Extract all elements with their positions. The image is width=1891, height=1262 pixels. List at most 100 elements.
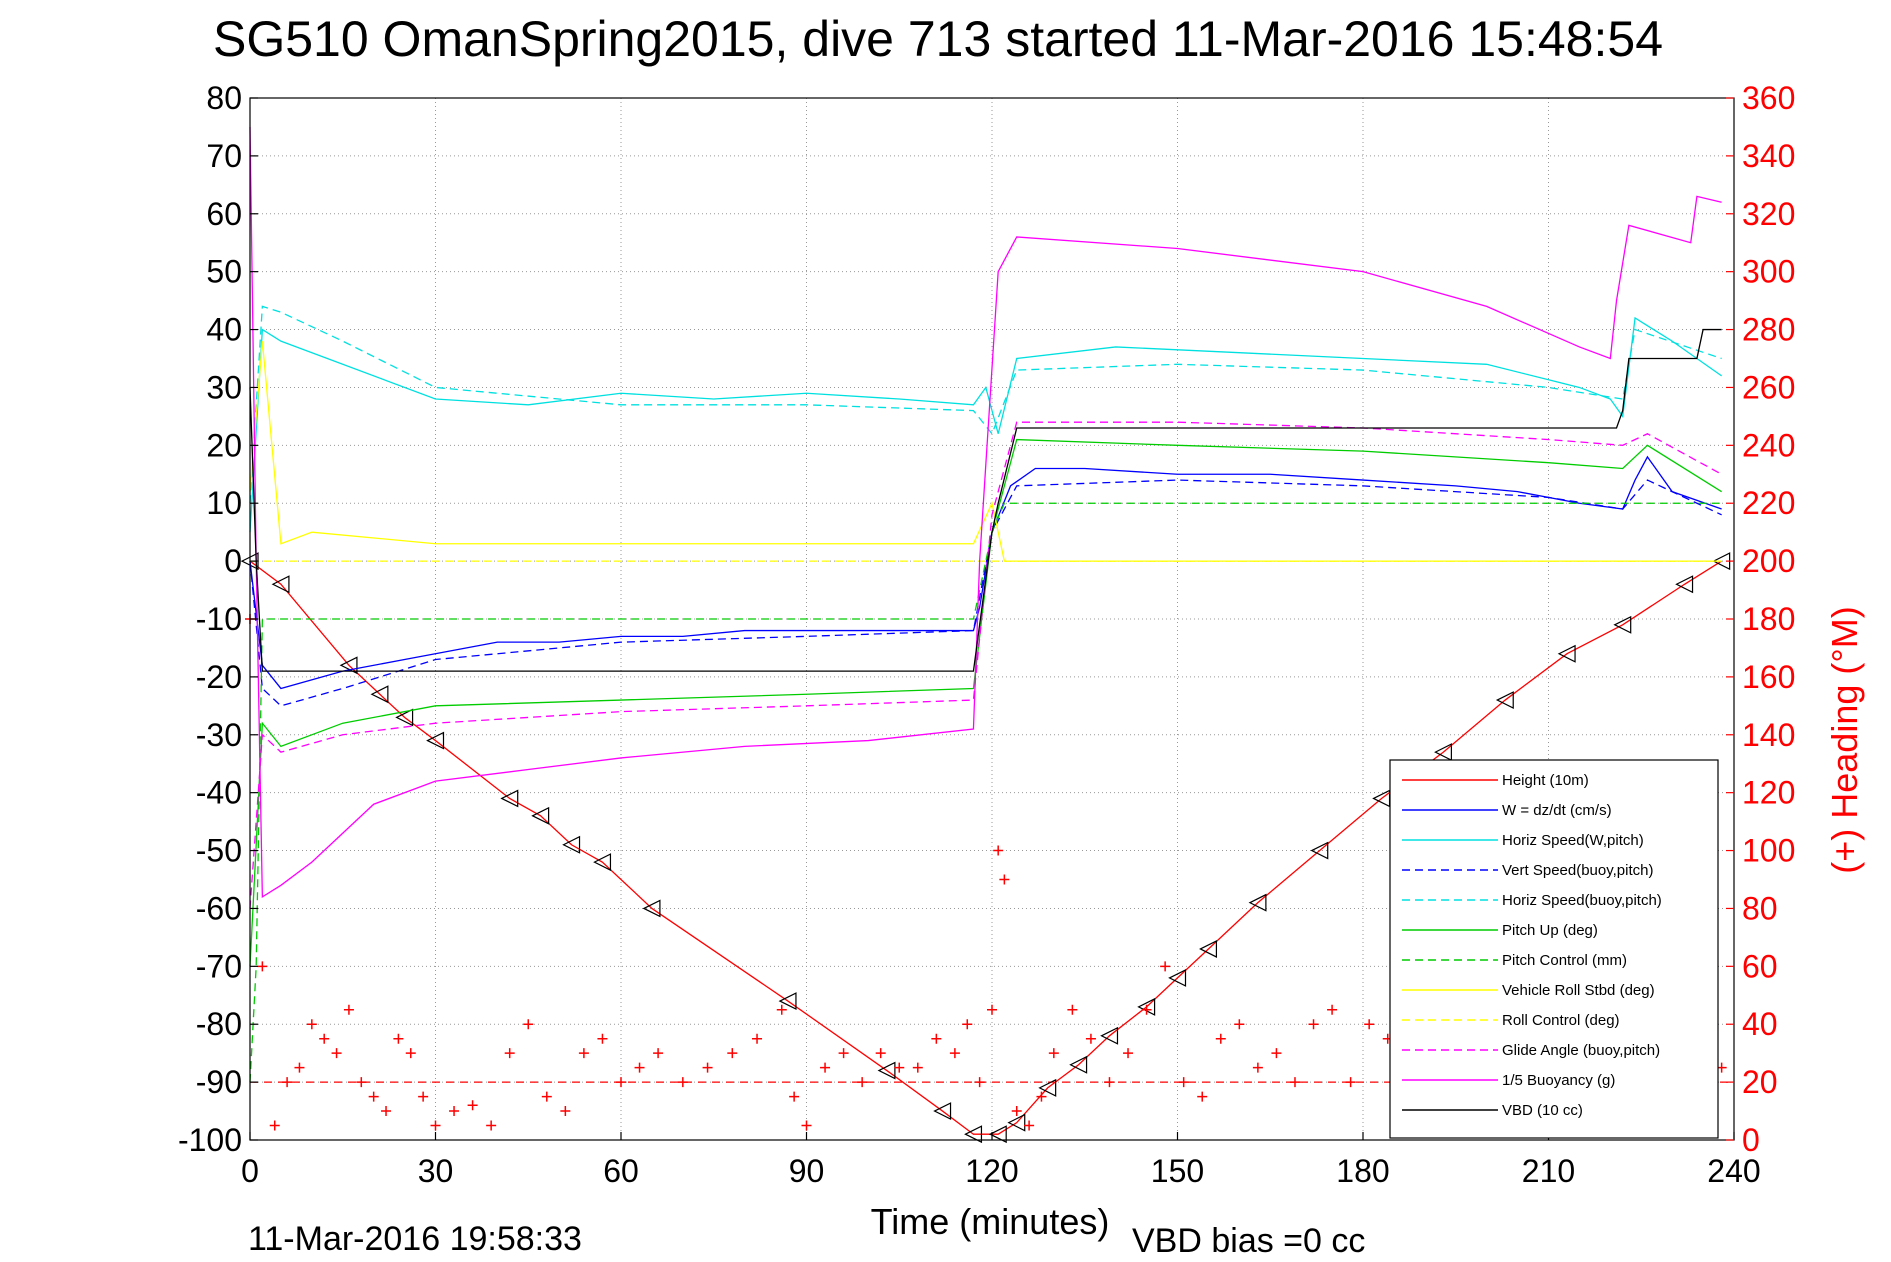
chart-title: SG510 OmanSpring2015, dive 713 started 1…: [213, 11, 1663, 67]
y2-tick-label: 160: [1742, 659, 1795, 695]
y2-tick-label: 200: [1742, 543, 1795, 579]
y2-tick-label: 180: [1742, 601, 1795, 637]
series-horiz-speed-buoy-pitch: [249, 305, 1722, 504]
heading-point: [343, 1004, 354, 1015]
depth-marker: [1038, 1078, 1057, 1097]
depth-marker: [531, 806, 550, 825]
y-tick-label: -10: [196, 601, 242, 637]
series-line: [249, 455, 1722, 690]
series-vehicle-roll-stbd-deg: [249, 341, 1722, 562]
x-axis: 0 30 60 90 120 150 180 210 240: [241, 1132, 1761, 1189]
footer-vbd-bias: VBD bias =0 cc: [1132, 1222, 1365, 1260]
depth-marker: [1495, 691, 1514, 710]
y2-axis-label: (+) Heading (°M): [1824, 606, 1865, 873]
heading-point: [931, 1033, 942, 1044]
heading-point: [467, 1100, 478, 1111]
y2-tick-label: 280: [1742, 312, 1795, 348]
series-1-5-buoyancy-g: [249, 126, 1722, 899]
y-tick-label: -20: [196, 659, 242, 695]
heading-point: [1178, 1077, 1189, 1088]
heading-point: [1036, 1091, 1047, 1102]
y2-tick-label: 320: [1742, 196, 1795, 232]
y-tick-label: -100: [178, 1122, 242, 1158]
depth-marker: [370, 685, 389, 704]
heading-point: [504, 1048, 515, 1059]
series-line: [249, 305, 1722, 504]
depth-marker: [562, 835, 581, 854]
heading-point: [677, 1077, 688, 1088]
heading-point: [1141, 1004, 1152, 1015]
heading-point: [857, 1077, 868, 1088]
depth-marker: [778, 992, 797, 1011]
y2-tick-label: 260: [1742, 369, 1795, 405]
y-axis-left: 80 70 60 50 40 30 20 10 0 -10 -20 -30 -40 -50 -60 -70 -8…: [178, 80, 258, 1158]
heading-point: [368, 1091, 379, 1102]
heading-point: [1024, 1120, 1035, 1131]
depth-marker: [1100, 1026, 1119, 1045]
heading-point: [486, 1120, 497, 1131]
y-tick-label: -50: [196, 833, 242, 869]
legend-entry-label: 1/5 Buoyancy (g): [1502, 1072, 1615, 1089]
depth-marker: [395, 708, 414, 727]
heading-point: [838, 1048, 849, 1059]
series-w-dz-dt-cm-s: [249, 455, 1722, 690]
heading-point: [418, 1091, 429, 1102]
heading-point: [1011, 1106, 1022, 1117]
legend: Height (10m) W = dz/dt (cm/s) Horiz Speed(…: [1389, 759, 1719, 1139]
x-tick-label: 150: [1151, 1153, 1204, 1189]
heading-point: [752, 1033, 763, 1044]
y2-tick-label: 80: [1742, 890, 1778, 926]
y2-tick-label: 360: [1742, 80, 1795, 116]
depth-marker: [964, 1125, 983, 1144]
heading-point: [1197, 1091, 1208, 1102]
depth-marker: [642, 899, 661, 918]
y-tick-label: 80: [206, 80, 242, 116]
y2-tick-label: 220: [1742, 485, 1795, 521]
heading-point: [949, 1048, 960, 1059]
heading-point: [776, 1004, 787, 1015]
y2-tick-label: 120: [1742, 775, 1795, 811]
y-tick-label: -80: [196, 1006, 242, 1042]
heading-point: [269, 1120, 280, 1131]
x-tick-label: 30: [418, 1153, 454, 1189]
y2-tick-label: 140: [1742, 717, 1795, 753]
heading-point: [393, 1033, 404, 1044]
legend-box: [1389, 759, 1719, 1139]
heading-point: [381, 1106, 392, 1117]
heading-point: [616, 1077, 626, 1088]
heading-point: [727, 1048, 738, 1059]
heading-point: [306, 1019, 317, 1030]
heading-point: [1345, 1077, 1356, 1088]
heading-point: [331, 1048, 342, 1059]
heading-point: [1123, 1048, 1134, 1059]
depth-marker: [500, 789, 519, 808]
heading-point: [1048, 1048, 1059, 1059]
series-pitch-control-mm: [249, 502, 1722, 1083]
depth-marker: [593, 853, 612, 872]
depth-marker: [1069, 1055, 1088, 1074]
legend-entry-label: Horiz Speed(W,pitch): [1502, 832, 1644, 849]
y-tick-label: 20: [206, 427, 242, 463]
heading-point: [912, 1062, 923, 1073]
y2-tick-label: 240: [1742, 427, 1795, 463]
series-vert-speed-buoy-pitch: [249, 479, 1722, 707]
heading-point: [356, 1077, 367, 1088]
heading-point: [634, 1062, 645, 1073]
heading-point: [1364, 1019, 1375, 1030]
y2-tick-label: 300: [1742, 254, 1795, 290]
heading-point: [597, 1033, 608, 1044]
y2-tick-label: 40: [1742, 1006, 1778, 1042]
heading-point: [1085, 1033, 1096, 1044]
heading-point: [523, 1019, 534, 1030]
heading-point: [987, 1004, 997, 1015]
heading-point: [999, 874, 1010, 885]
heading-point: [257, 961, 268, 972]
heading-point: [1160, 961, 1171, 972]
x-tick-label: 0: [241, 1153, 259, 1189]
depth-marker: [933, 1102, 952, 1121]
x-tick-label: 60: [603, 1153, 639, 1189]
y-tick-label: 40: [206, 312, 242, 348]
series-glide-angle-buoy-pitch: [249, 421, 1722, 909]
heading-point: [974, 1077, 985, 1088]
heading-point: [962, 1019, 973, 1030]
